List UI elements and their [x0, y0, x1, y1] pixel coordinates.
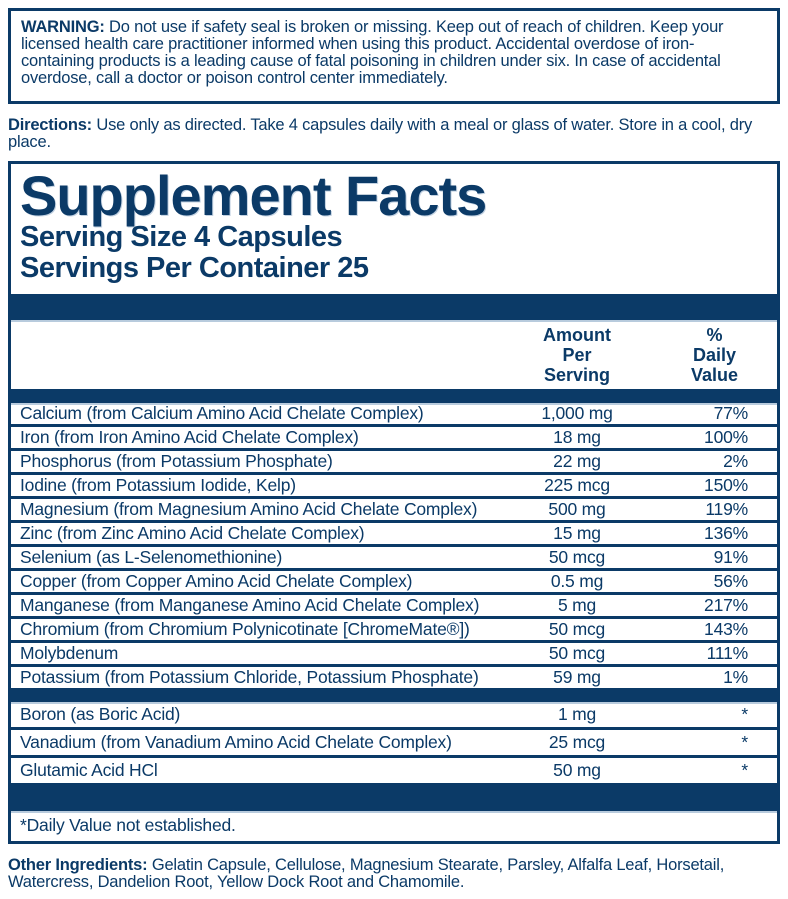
nutrient-amount: 50 mcg [548, 643, 606, 663]
nutrient-amount: 22 mg [553, 451, 601, 471]
nutrient-name: Copper (from Copper Amino Acid Chelate C… [20, 571, 413, 591]
nutrient-daily-value: 77% [713, 403, 749, 423]
nutrient-name: Manganese (from Manganese Amino Acid Che… [20, 595, 480, 615]
table-row: Copper (from Copper Amino Acid Chelate C… [11, 571, 777, 595]
table-row: Phosphorus (from Potassium Phosphate) 22 … [11, 451, 777, 475]
nutrient-daily-value: 111% [706, 643, 749, 663]
nutrient-daily-value: 217% [704, 595, 748, 615]
nutrient-daily-value: 119% [705, 499, 748, 519]
nutrient-table-main: Calcium (from Calcium Amino Acid Chelate… [11, 403, 777, 691]
supplement-facts-title: Supplement Facts [20, 164, 487, 227]
table-row: Glutamic Acid HCl 50 mg * [11, 758, 777, 786]
directions: Directions: Use only as directed. Take 4… [8, 117, 780, 151]
nutrient-name: Boron (as Boric Acid) [20, 704, 181, 724]
table-row: Molybdenum 50 mcg 111% [11, 643, 777, 667]
servings-per-container: Servings Per Container 25 [20, 252, 369, 284]
nutrient-amount: 15 mg [553, 523, 601, 543]
nutrient-name: Selenium (as L-Selenomethionine) [20, 547, 283, 567]
directions-text: Use only as directed. Take 4 capsules da… [8, 116, 753, 151]
nutrient-name: Chromium (from Chromium Polynicotinate [… [20, 619, 470, 639]
nutrient-name: Iodine (from Potassium Iodide, Kelp) [20, 475, 296, 495]
table-row: Vanadium (from Vanadium Amino Acid Chela… [11, 730, 777, 758]
table-row: Manganese (from Manganese Amino Acid Che… [11, 595, 777, 619]
nutrient-amount: 1,000 mg [541, 403, 613, 423]
nutrient-amount: 18 mg [553, 427, 601, 447]
other-ingredients-label: Other Ingredients: [8, 856, 148, 874]
nutrient-daily-value: 150% [704, 475, 748, 495]
nutrient-amount: 25 mcg [548, 732, 606, 752]
nutrient-name: Vanadium (from Vanadium Amino Acid Chela… [20, 732, 452, 752]
nutrient-daily-value: * [741, 760, 748, 780]
percent-daily-value-header: % Daily Value [690, 325, 739, 385]
warning-label: WARNING: [21, 18, 105, 36]
nutrient-name: Potassium (from Potassium Chloride, Pota… [20, 667, 479, 687]
nutrient-daily-value: 2% [723, 451, 748, 471]
nutrient-name: Iron (from Iron Amino Acid Chelate Compl… [20, 427, 359, 447]
table-row: Selenium (as L-Selenomethionine) 50 mcg 91… [11, 547, 777, 571]
spacer-cell [11, 325, 502, 385]
table-row: Zinc (from Zinc Amino Acid Chelate Compl… [11, 523, 777, 547]
nutrient-daily-value: 100% [704, 427, 748, 447]
warning-text: Do not use if safety seal is broken or m… [21, 18, 724, 87]
top-divider-bar [11, 294, 777, 320]
nutrient-name: Molybdenum [20, 643, 119, 663]
nutrient-amount: 50 mg [553, 760, 601, 780]
table-row: Potassium (from Potassium Chloride, Pota… [11, 667, 777, 691]
table-row: Iodine (from Potassium Iodide, Kelp) 225 … [11, 475, 777, 499]
nutrient-daily-value: * [741, 732, 748, 752]
table-column-headers: Amount Per Serving % Daily Value [11, 320, 777, 389]
section-separator-bar [11, 691, 777, 702]
nutrient-daily-value: * [741, 704, 748, 724]
header-divider-bar [11, 389, 777, 403]
nutrient-amount: 5 mg [557, 595, 597, 615]
table-row: Chromium (from Chromium Polynicotinate [… [11, 619, 777, 643]
nutrient-amount: 500 mg [548, 499, 606, 519]
nutrient-daily-value: 56% [713, 571, 749, 591]
nutrient-name: Calcium (from Calcium Amino Acid Chelate… [20, 403, 424, 423]
nutrient-name: Zinc (from Zinc Amino Acid Chelate Compl… [20, 523, 365, 543]
nutrient-name: Phosphorus (from Potassium Phosphate) [20, 451, 333, 471]
warning-box: WARNING: Do not use if safety seal is br… [8, 8, 780, 104]
nutrient-daily-value: 136% [704, 523, 748, 543]
nutrient-amount: 59 mg [553, 667, 601, 687]
nutrient-amount: 50 mcg [548, 547, 606, 567]
nutrient-daily-value: 1% [723, 667, 748, 687]
nutrient-amount: 50 mcg [548, 619, 606, 639]
serving-size: Serving Size 4 Capsules [20, 221, 343, 253]
nutrient-daily-value: 91% [713, 547, 749, 567]
nutrient-name: Magnesium (from Magnesium Amino Acid Che… [20, 499, 478, 519]
daily-value-footnote: *Daily Value not established. [20, 815, 236, 835]
table-row: Magnesium (from Magnesium Amino Acid Che… [11, 499, 777, 523]
nutrient-table-no-dv: Boron (as Boric Acid) 1 mg * Vanadium (from… [11, 702, 777, 786]
nutrient-amount: 1 mg [557, 704, 597, 724]
table-row: Calcium (from Calcium Amino Acid Chelate… [11, 403, 777, 427]
nutrient-amount: 0.5 mg [550, 571, 604, 591]
supplement-facts-panel: Supplement Facts Serving Size 4 Capsules… [8, 161, 780, 844]
footnote-divider-bar [11, 786, 777, 811]
nutrient-daily-value: 143% [704, 619, 748, 639]
directions-label: Directions: [8, 116, 92, 134]
nutrient-name: Glutamic Acid HCl [20, 760, 158, 780]
table-row: Iron (from Iron Amino Acid Chelate Compl… [11, 427, 777, 451]
other-ingredients: Other Ingredients: Gelatin Capsule, Cell… [8, 857, 780, 891]
nutrient-amount: 225 mcg [544, 475, 610, 495]
table-row: Boron (as Boric Acid) 1 mg * [11, 702, 777, 730]
amount-per-serving-header: Amount Per Serving [543, 325, 611, 385]
